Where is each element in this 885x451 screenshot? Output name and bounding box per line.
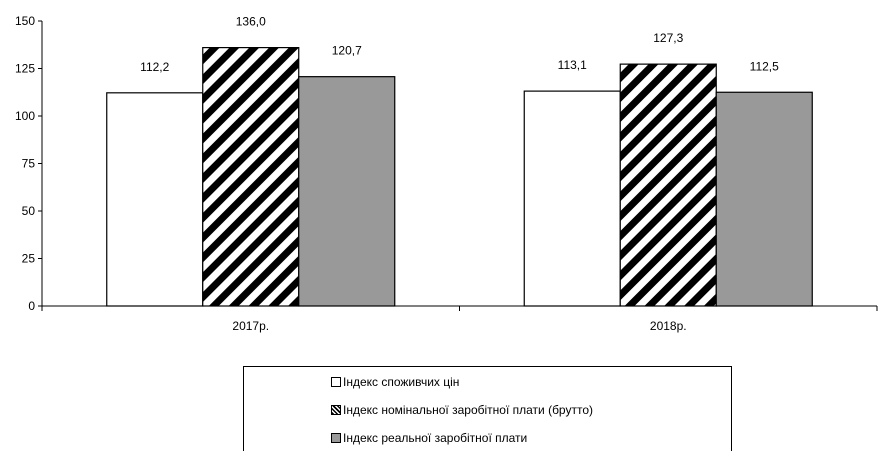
bar xyxy=(202,46,300,307)
data-label: 113,1 xyxy=(558,58,587,72)
bar xyxy=(619,63,717,307)
y-tick-label: 75 xyxy=(22,157,36,171)
legend-swatch-real-wage xyxy=(331,433,341,443)
data-label: 136,0 xyxy=(236,15,266,29)
legend: Індекс споживчих цін Індекс номінальної … xyxy=(243,366,732,451)
y-tick-label: 150 xyxy=(15,14,35,28)
data-label: 112,5 xyxy=(750,59,779,73)
y-tick-label: 25 xyxy=(22,252,36,266)
category-label: 2018р. xyxy=(650,319,687,333)
legend-item-nominal-wage: Індекс номінальної заробітної плати (бру… xyxy=(331,402,593,418)
bar-chart: 0 25 50 75 100 125 150 2017р. 112,2 136,0 120,7 20… xyxy=(15,14,878,333)
category-label: 2017р. xyxy=(232,319,269,333)
legend-item-cpi: Індекс споживчих цін xyxy=(331,374,459,390)
data-label: 112,2 xyxy=(140,60,169,74)
bar xyxy=(106,92,204,307)
y-tick-label: 50 xyxy=(22,204,36,218)
data-label: 120,7 xyxy=(332,44,362,58)
legend-item-real-wage: Індекс реальної заробітної плати xyxy=(331,430,527,446)
legend-swatch-cpi xyxy=(331,377,341,387)
bar xyxy=(298,76,396,307)
legend-label-real-wage: Індекс реальної заробітної плати xyxy=(343,431,528,445)
y-tick-label: 0 xyxy=(28,299,35,313)
y-tick-label: 100 xyxy=(15,109,35,123)
data-label: 127,3 xyxy=(653,31,683,45)
legend-label-cpi: Індекс споживчих цін xyxy=(343,375,460,389)
bar xyxy=(715,91,813,307)
bar xyxy=(523,90,621,307)
y-tick-label: 125 xyxy=(15,62,35,76)
legend-label-nominal-wage: Індекс номінальної заробітної плати (бру… xyxy=(343,403,594,417)
legend-swatch-nominal-wage xyxy=(331,405,341,415)
